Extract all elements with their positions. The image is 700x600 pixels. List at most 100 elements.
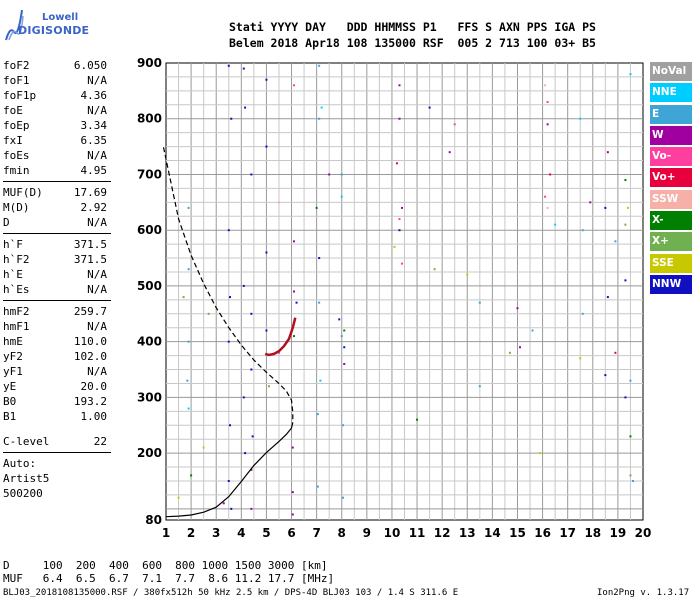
param-value: 110.0 — [73, 335, 107, 348]
legend-item: E — [650, 104, 692, 124]
logo-digisonde-text: DIGISONDE — [18, 24, 90, 37]
profile-curve-dashed — [162, 147, 294, 423]
param-label: hmF1 — [3, 320, 30, 333]
header-values-row: Belem 2018 Apr18 108 135000 RSF 005 2 71… — [229, 36, 596, 50]
echo-point — [250, 507, 253, 510]
param-row: B0 193.2 — [3, 394, 107, 409]
param-label: D — [3, 216, 10, 229]
echo-point — [316, 485, 319, 488]
echo-point — [554, 223, 557, 226]
echo-point — [293, 290, 296, 293]
echo-point — [293, 240, 296, 243]
y-tick-label: 400 — [137, 335, 162, 349]
param-label: MUF(D) — [3, 186, 43, 199]
legend-item: Vo- — [650, 147, 692, 167]
param-value: N/A — [87, 104, 107, 117]
echo-point — [338, 318, 341, 321]
echo-point — [230, 117, 233, 120]
echo-point — [291, 446, 294, 449]
echo-point — [229, 424, 232, 427]
param-value: 371.5 — [73, 253, 107, 266]
echo-point — [516, 307, 519, 310]
digisonde-logo: Lowell DIGISONDE — [2, 4, 122, 44]
echo-point — [395, 162, 398, 165]
echo-point — [624, 279, 627, 282]
echo-point — [340, 173, 343, 176]
param-value: 22 — [93, 435, 107, 448]
echo-point — [318, 64, 321, 67]
x-tick-label: 14 — [484, 526, 501, 540]
x-tick-label: 9 — [363, 526, 371, 540]
param-row: M(D) 2.92 — [3, 200, 107, 215]
scaled-trace-curve — [264, 317, 297, 357]
echo-point — [428, 106, 431, 109]
echo-point — [340, 335, 343, 338]
x-tick-label: 5 — [262, 526, 270, 540]
param-value: 6.050 — [73, 59, 107, 72]
echo-point — [250, 368, 253, 371]
echo-point — [466, 273, 469, 276]
param-row: foF1p 4.36 — [3, 88, 107, 103]
param-label: h`F — [3, 238, 23, 251]
logo-lowell-text: Lowell — [42, 12, 79, 23]
echo-point — [291, 513, 294, 516]
param-value: 1.00 — [80, 410, 108, 423]
x-tick-label: 13 — [459, 526, 476, 540]
echo-point — [343, 362, 346, 365]
param-label: foF2 — [3, 59, 30, 72]
param-row: hmF1 N/A — [3, 319, 107, 334]
legend: NoVal NNE E W Vo- Vo+ SSW X- X+ SSE NNW — [650, 62, 692, 296]
echo-point — [629, 435, 632, 438]
echo-point — [293, 84, 296, 87]
echo-point — [433, 268, 436, 271]
y-tick-label: 80 — [145, 513, 162, 527]
param-label: hmE — [3, 335, 23, 348]
echo-point — [544, 195, 547, 198]
param-row: B1 1.00 — [3, 409, 107, 424]
echo-point — [398, 229, 401, 232]
echo-point — [316, 413, 319, 416]
x-tick-label: 3 — [212, 526, 220, 540]
echo-point — [244, 106, 247, 109]
footer-version: Ion2Png v. 1.3.17 — [597, 588, 690, 598]
x-tick-label: 20 — [635, 526, 652, 540]
echo-point — [398, 84, 401, 87]
param-value: N/A — [87, 149, 107, 162]
y-tick-label: 700 — [137, 167, 162, 181]
echo-point — [341, 496, 344, 499]
echo-point — [242, 67, 245, 70]
echo-point — [186, 379, 189, 382]
echo-point — [393, 245, 396, 248]
echo-point — [629, 379, 632, 382]
param-label: yF2 — [3, 350, 23, 363]
y-tick-label: 600 — [137, 223, 162, 237]
x-tick-label: 1 — [162, 526, 170, 540]
echo-point — [265, 145, 268, 148]
param-value: 20.0 — [80, 380, 108, 393]
param-value: N/A — [87, 283, 107, 296]
param-row: C-level 22 — [3, 434, 107, 449]
logo-wave-mark — [5, 9, 24, 41]
echo-point — [400, 206, 403, 209]
echo-point — [295, 301, 298, 304]
echo-point — [606, 296, 609, 299]
param-row: foF2 6.050 — [3, 58, 107, 73]
echo-point — [265, 251, 268, 254]
echo-point — [340, 195, 343, 198]
echo-point — [581, 312, 584, 315]
param-row: fxI 6.35 — [3, 133, 107, 148]
echo-point — [343, 346, 346, 349]
echo-point — [328, 173, 331, 176]
echo-point — [227, 340, 230, 343]
param-value: N/A — [87, 320, 107, 333]
x-tick-label: 15 — [509, 526, 526, 540]
x-tick-label: 11 — [409, 526, 426, 540]
echo-point — [277, 351, 280, 354]
echo-point — [343, 329, 346, 332]
echo-point — [229, 296, 232, 299]
echo-point — [190, 474, 193, 477]
param-value: N/A — [87, 268, 107, 281]
y-tick-label: 800 — [137, 112, 162, 126]
param-value: 371.5 — [73, 238, 107, 251]
echo-point — [187, 206, 190, 209]
